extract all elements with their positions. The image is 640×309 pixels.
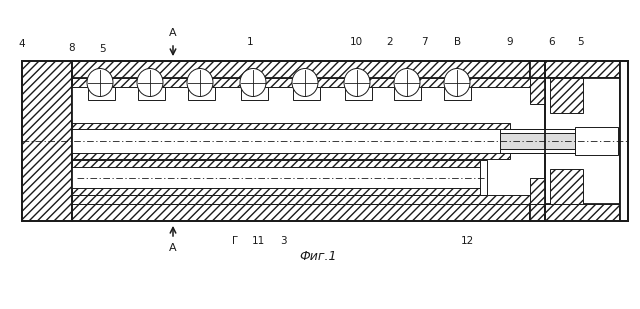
Bar	[22, 61, 72, 221]
Text: Г: Г	[232, 236, 238, 246]
Text: 2: 2	[387, 37, 394, 47]
Text: 7: 7	[420, 37, 428, 47]
Bar	[345, 87, 372, 100]
Bar	[480, 160, 487, 195]
Bar	[620, 61, 628, 221]
Text: 10: 10	[349, 37, 363, 47]
Ellipse shape	[137, 69, 163, 96]
Ellipse shape	[187, 69, 213, 96]
Bar	[575, 127, 618, 155]
Bar	[530, 78, 545, 104]
Bar	[530, 204, 545, 221]
Bar	[444, 87, 471, 100]
Bar	[545, 61, 620, 78]
Bar	[72, 61, 530, 78]
Text: 5: 5	[99, 44, 106, 54]
Bar	[72, 129, 510, 153]
Text: А: А	[169, 28, 177, 38]
Bar	[72, 204, 530, 221]
Ellipse shape	[444, 69, 470, 96]
Bar	[72, 160, 480, 167]
Bar	[72, 153, 510, 159]
Text: Фиг.1: Фиг.1	[300, 251, 337, 264]
Bar	[72, 78, 530, 204]
Text: 4: 4	[19, 39, 26, 49]
Bar	[72, 188, 480, 195]
Bar	[188, 87, 215, 100]
Text: 5: 5	[577, 37, 583, 47]
Text: 6: 6	[548, 37, 556, 47]
Ellipse shape	[394, 69, 420, 96]
Text: В: В	[454, 37, 461, 47]
Text: 9: 9	[507, 37, 513, 47]
Bar	[545, 78, 620, 204]
Bar	[72, 86, 530, 195]
Ellipse shape	[292, 69, 318, 96]
Text: 3: 3	[280, 236, 286, 246]
Bar	[530, 178, 545, 204]
Text: 8: 8	[68, 43, 76, 53]
Ellipse shape	[87, 69, 113, 96]
Bar	[88, 87, 115, 100]
Bar	[241, 87, 268, 100]
Bar	[72, 78, 530, 87]
Text: 12: 12	[460, 236, 474, 246]
Bar	[394, 87, 421, 100]
Bar	[500, 129, 575, 153]
Text: 11: 11	[252, 236, 264, 246]
Bar	[293, 87, 320, 100]
Bar	[72, 167, 480, 188]
Bar	[500, 133, 575, 149]
Bar	[545, 204, 620, 221]
Bar	[138, 87, 165, 100]
Bar	[72, 123, 510, 129]
Ellipse shape	[344, 69, 370, 96]
Bar	[550, 78, 583, 113]
Bar	[550, 169, 583, 204]
Ellipse shape	[240, 69, 266, 96]
Text: А: А	[169, 243, 177, 253]
Bar	[22, 61, 628, 221]
Bar	[72, 195, 530, 204]
Bar	[530, 61, 545, 78]
Text: 1: 1	[246, 37, 253, 47]
